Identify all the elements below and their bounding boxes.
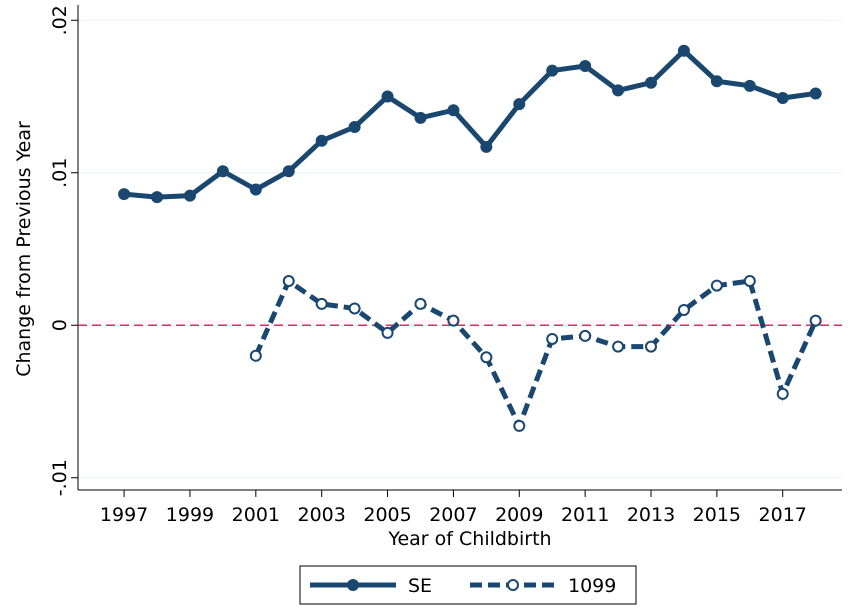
data-point (315, 134, 328, 147)
series-line (123, 47, 816, 200)
data-point (677, 44, 690, 57)
data-point (183, 189, 196, 202)
data-point (480, 140, 493, 153)
data-point (381, 326, 394, 339)
legend-label: 1099 (568, 575, 616, 597)
data-point (381, 90, 394, 103)
y-axis-label: Change from Previous Year (13, 121, 35, 377)
data-point (809, 87, 822, 100)
y-tick-label: .02 (49, 5, 71, 35)
data-point (447, 104, 460, 117)
x-tick-label: 2007 (429, 504, 477, 526)
x-tick-label: 2017 (759, 504, 807, 526)
data-point (710, 279, 723, 292)
data-point (348, 302, 361, 315)
y-tick-label: .01 (49, 158, 71, 188)
data-point (743, 79, 756, 92)
data-point (809, 314, 822, 327)
data-point (645, 76, 657, 89)
data-point (447, 314, 460, 327)
data-point (546, 332, 559, 345)
x-tick-label: 1997 (100, 504, 148, 526)
data-point (249, 349, 262, 362)
data-point (151, 191, 164, 204)
data-point (315, 297, 328, 310)
data-point (249, 183, 262, 196)
data-point (743, 275, 756, 288)
data-point (414, 111, 427, 124)
data-point (776, 387, 789, 400)
data-point (282, 165, 295, 178)
data-point (612, 340, 625, 353)
data-point (677, 304, 690, 316)
x-tick-label: 2011 (561, 504, 609, 526)
x-tick-label: 2015 (693, 504, 741, 526)
x-tick-label: 2001 (232, 504, 280, 526)
series-line (253, 277, 818, 433)
x-tick-label: 2005 (363, 504, 411, 526)
data-point (710, 75, 723, 88)
data-point (414, 297, 427, 310)
data-point (645, 340, 657, 353)
data-point (513, 98, 526, 111)
x-tick-label: 2003 (298, 504, 346, 526)
data-point (579, 60, 592, 72)
legend-marker (507, 579, 519, 591)
data-point (546, 64, 559, 77)
data-point (513, 419, 526, 432)
x-axis-label: Year of Childbirth (387, 528, 551, 550)
data-point (216, 165, 229, 178)
x-tick-label: 1999 (166, 504, 214, 526)
data-point (776, 92, 789, 105)
data-point (282, 275, 295, 288)
data-point (480, 351, 493, 364)
data-point (118, 188, 131, 201)
x-tick-label: 2013 (627, 504, 675, 526)
data-point (579, 329, 592, 342)
data-point (348, 121, 361, 133)
legend-label: SE (408, 575, 432, 597)
x-tick-label: 2009 (495, 504, 543, 526)
y-tick-label: 0 (49, 319, 71, 331)
y-tick-label: -.01 (49, 459, 71, 496)
legend-marker (347, 579, 359, 591)
data-point (612, 84, 625, 97)
